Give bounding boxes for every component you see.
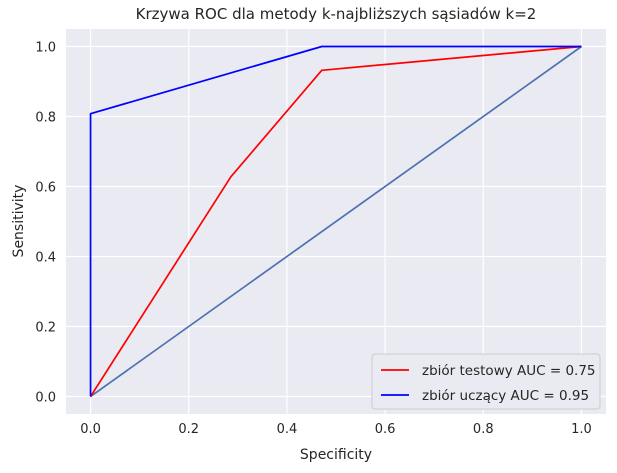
y-tick-label: 0.4 — [35, 251, 56, 266]
y-tick-label: 0.8 — [35, 111, 56, 126]
series-lines — [89, 45, 582, 398]
y-tick-label: 1.0 — [35, 41, 56, 56]
x-tick-label: 0.2 — [178, 422, 199, 437]
x-tick-label: 0.8 — [473, 422, 494, 437]
y-tick-label: 0.0 — [35, 391, 56, 406]
y-tick-label: 0.6 — [35, 181, 56, 196]
x-tick-label: 1.0 — [571, 422, 592, 437]
legend-label-train: zbiór uczący AUC = 0.95 — [422, 388, 589, 404]
x-tick-label: 0.6 — [375, 422, 396, 437]
legend: zbiór testowy AUC = 0.75 zbiór uczący AU… — [371, 353, 601, 410]
x-tick-label: 0.0 — [80, 422, 101, 437]
x-tick-label: 0.4 — [277, 422, 298, 437]
y-tick-label: 0.2 — [35, 321, 56, 336]
series-line-test — [89, 45, 582, 397]
legend-label-test: zbiór testowy AUC = 0.75 — [422, 363, 596, 379]
legend-box — [371, 353, 601, 410]
y-axis-label: Sensitivity — [11, 185, 27, 258]
tick-labels: 0.0 0.2 0.4 0.6 0.8 1.0 0.0 0.2 0.4 0.6 0.8 1.0 — [35, 41, 591, 438]
x-axis-label: Specificity — [300, 447, 372, 463]
series-line-train — [89, 45, 582, 397]
grid-lines — [66, 29, 606, 414]
series-line-chance — [90, 45, 582, 398]
chart-title: Krzywa ROC dla metody k-najbliższych sąs… — [136, 5, 537, 23]
